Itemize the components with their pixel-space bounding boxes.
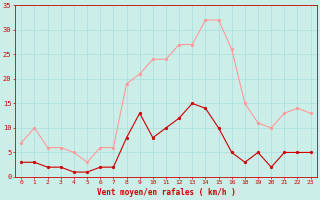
X-axis label: Vent moyen/en rafales ( km/h ): Vent moyen/en rafales ( km/h ) — [97, 188, 236, 197]
